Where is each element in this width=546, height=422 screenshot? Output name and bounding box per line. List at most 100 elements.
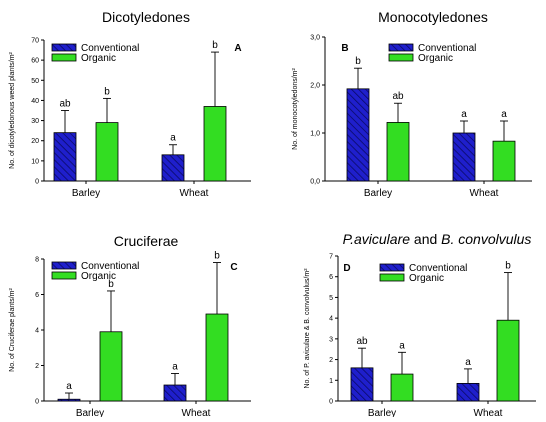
y-tick-label: 2 xyxy=(329,357,333,364)
y-tick-label: 4 xyxy=(35,328,39,335)
chart-title: Monocotyledones xyxy=(378,9,488,25)
y-tick-label: 2 xyxy=(35,363,39,370)
y-tick-label: 0 xyxy=(35,179,39,186)
significance-letter: a xyxy=(170,133,176,144)
chart-title: Cruciferae xyxy=(114,233,179,249)
legend-label-conventional: Conventional xyxy=(418,43,476,54)
legend-label-organic: Organic xyxy=(418,53,453,64)
y-tick-label: 3 xyxy=(329,336,333,343)
x-category-label: Wheat xyxy=(474,408,503,417)
bar-conventional-wheat xyxy=(452,132,476,182)
bar-conventional-barley xyxy=(57,398,81,402)
significance-letter: b xyxy=(214,251,220,262)
y-tick-label: 0,0 xyxy=(310,179,320,186)
significance-letter: ab xyxy=(392,91,404,102)
y-tick-label: 2,0 xyxy=(310,83,320,90)
panel-label: C xyxy=(230,262,237,273)
x-category-label: Wheat xyxy=(470,188,499,199)
legend-swatch-organic xyxy=(51,271,77,280)
legend-label-conventional: Conventional xyxy=(81,261,139,272)
bar-organic-wheat xyxy=(203,106,227,182)
panel-label: A xyxy=(234,43,241,54)
legend-swatch-conventional xyxy=(379,263,405,272)
significance-letter: a xyxy=(399,340,405,351)
y-tick-label: 60 xyxy=(31,58,39,65)
legend-label-organic: Organic xyxy=(81,53,116,64)
significance-letter: a xyxy=(66,381,72,392)
y-tick-label: 20 xyxy=(31,138,39,145)
legend-label-organic: Organic xyxy=(409,273,444,284)
significance-letter: b xyxy=(355,56,361,67)
significance-letter: a xyxy=(465,357,471,368)
y-tick-label: 1,0 xyxy=(310,131,320,138)
x-category-label: Barley xyxy=(72,188,100,199)
y-tick-label: 30 xyxy=(31,118,39,125)
panel-a: Dicotyledones 0 10 20 30 40 50 60 70 No. of dicot… xyxy=(9,9,251,199)
y-tick-label: 1 xyxy=(329,378,333,385)
y-tick-label: 0 xyxy=(35,399,39,406)
x-category-label: Barley xyxy=(76,408,104,417)
significance-letter: ab xyxy=(356,336,368,347)
bar-organic-wheat xyxy=(492,140,516,182)
legend-swatch-conventional xyxy=(51,43,77,52)
panel-label: B xyxy=(341,43,348,54)
y-axis-label: No. of P. aviculare & B. convolvulus/m² xyxy=(304,268,311,389)
chart-title-part: and xyxy=(410,231,441,247)
y-tick-label: 70 xyxy=(31,38,39,45)
legend-swatch-organic xyxy=(51,53,77,62)
bar-organic-barley xyxy=(99,331,123,402)
panel-label: D xyxy=(343,263,350,274)
legend-label-conventional: Conventional xyxy=(81,43,139,54)
chart-title-part: P.aviculare xyxy=(343,231,411,247)
bar-conventional-wheat xyxy=(161,154,185,182)
bar-organic-barley xyxy=(386,122,410,182)
y-tick-label: 5 xyxy=(329,295,333,302)
y-tick-label: 0 xyxy=(329,399,333,406)
y-axis-label: No. of monocotyledons/m² xyxy=(292,67,299,149)
significance-letter: b xyxy=(505,261,511,272)
y-axis-label: No. of Cruciferae plants/m² xyxy=(9,288,16,372)
significance-letter: b xyxy=(104,86,110,97)
bar-organic-barley xyxy=(390,373,414,402)
legend-label-organic: Organic xyxy=(81,271,116,282)
y-tick-label: 4 xyxy=(329,316,333,323)
legend-swatch-conventional xyxy=(388,43,414,52)
legend-swatch-organic xyxy=(388,53,414,62)
y-tick-label: 7 xyxy=(329,254,333,261)
y-tick-label: 10 xyxy=(31,158,39,165)
panel-d: P.aviculare and B. convolvulus 0 1 2 3 4 5 6 7 No… xyxy=(304,231,536,419)
chart-title: Dicotyledones xyxy=(102,9,190,25)
significance-letter: b xyxy=(108,279,114,290)
x-category-label: Barley xyxy=(368,408,396,417)
bar-organic-barley xyxy=(95,122,119,182)
significance-letter: b xyxy=(212,40,218,51)
chart-title-part: B. convolvulus xyxy=(441,231,531,247)
y-tick-label: 40 xyxy=(31,98,39,105)
significance-letter: a xyxy=(501,109,507,120)
bar-organic-wheat xyxy=(496,319,520,402)
bar-conventional-barley xyxy=(53,132,77,182)
panel-c: Cruciferae 0 2 4 6 8 No. of Cruciferae plants/… xyxy=(9,233,251,419)
x-category-label: Wheat xyxy=(180,188,209,199)
y-tick-label: 6 xyxy=(329,274,333,281)
bar-conventional-barley xyxy=(350,367,374,402)
x-category-label: Barley xyxy=(364,188,392,199)
legend-swatch-organic xyxy=(379,273,405,282)
significance-letter: a xyxy=(461,109,467,120)
y-axis-label: No. of dicotyledonous weed plants/m² xyxy=(9,51,16,168)
chart-title: P.aviculare and B. convolvulus xyxy=(343,231,532,247)
bar-conventional-barley xyxy=(346,88,370,182)
y-tick-label: 6 xyxy=(35,292,39,299)
y-tick-label: 50 xyxy=(31,78,39,85)
significance-letter: ab xyxy=(59,99,71,110)
x-category-label: Wheat xyxy=(182,408,211,417)
bar-conventional-wheat xyxy=(456,382,480,402)
significance-letter: a xyxy=(172,361,178,372)
bar-organic-wheat xyxy=(205,313,229,402)
y-tick-label: 8 xyxy=(35,257,39,264)
legend-label-conventional: Conventional xyxy=(409,263,467,274)
bar-conventional-wheat xyxy=(163,384,187,402)
y-tick-label: 3,0 xyxy=(310,35,320,42)
